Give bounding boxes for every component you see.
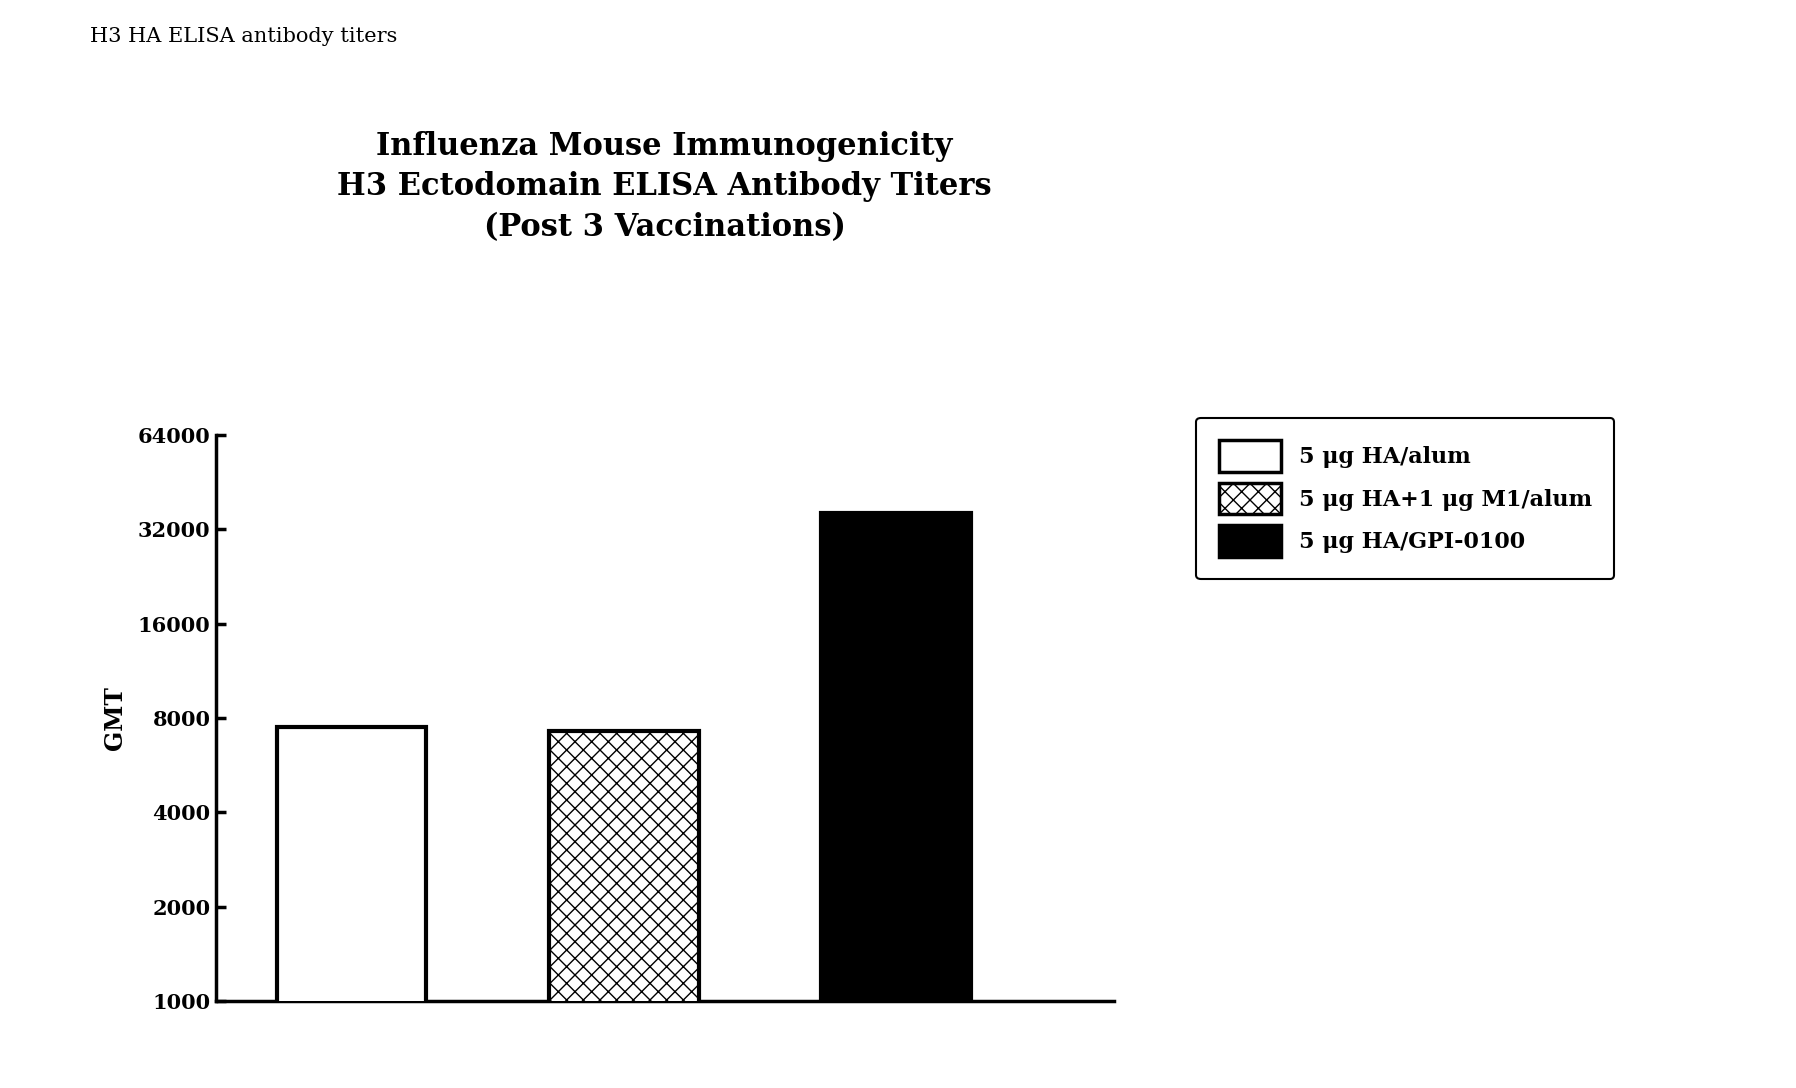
Legend: 5 μg HA/alum, 5 μg HA+1 μg M1/alum, 5 μg HA/GPI-0100: 5 μg HA/alum, 5 μg HA+1 μg M1/alum, 5 μg…	[1196, 418, 1615, 579]
Bar	[277, 727, 426, 1088]
Y-axis label: GMT: GMT	[102, 687, 128, 750]
Bar	[821, 514, 970, 1088]
Text: H3 HA ELISA antibody titers: H3 HA ELISA antibody titers	[90, 27, 397, 46]
Text: Influenza Mouse Immunogenicity
H3 Ectodomain ELISA Antibody Titers
(Post 3 Vacci: Influenza Mouse Immunogenicity H3 Ectodo…	[338, 131, 991, 243]
Bar	[550, 730, 699, 1088]
